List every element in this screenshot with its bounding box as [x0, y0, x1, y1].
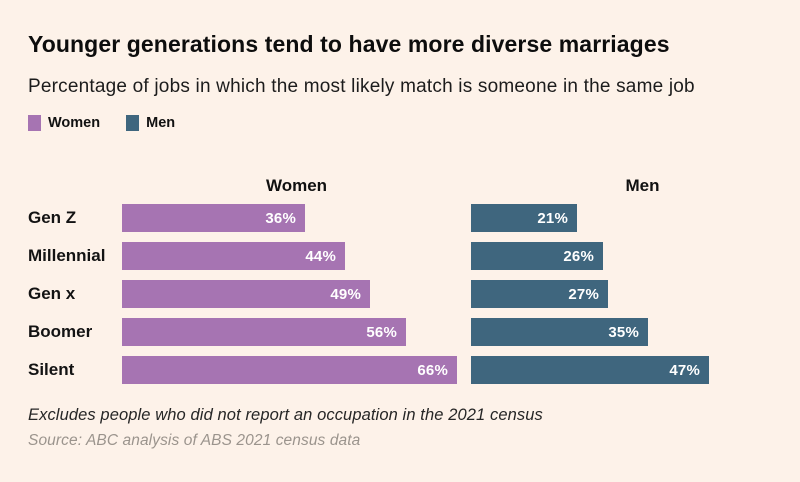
men-bar-track: 35%: [471, 318, 772, 346]
legend-item-men: Men: [126, 115, 175, 131]
men-legend-swatch: [126, 115, 140, 131]
women-bar-track: 56%: [122, 318, 471, 346]
column-headers: Women Men: [28, 176, 772, 196]
column-header-spacer: [28, 176, 122, 196]
men-legend-label: Men: [146, 115, 176, 131]
men-column-header: Men: [625, 176, 660, 195]
chart-row: Millennial 44% 26%: [28, 242, 772, 270]
women-column-header: Women: [265, 176, 328, 195]
women-bar: 49%: [122, 280, 370, 308]
bar-value-label: 36%: [265, 209, 296, 227]
legend: Women Men: [28, 115, 175, 131]
women-bar-track: 66%: [122, 356, 471, 384]
chart-row: Gen x 49% 27%: [28, 280, 772, 308]
category-label: Millennial: [28, 246, 106, 265]
women-legend-swatch: [28, 115, 41, 131]
chart-source: Source: ABC analysis of ABS 2021 census …: [28, 432, 361, 449]
legend-item-women: Women: [28, 115, 100, 131]
men-bar: 35%: [471, 318, 648, 346]
women-bar: 36%: [122, 204, 305, 232]
women-bar: 56%: [122, 318, 406, 346]
bar-value-label: 21%: [537, 209, 568, 227]
bar-value-label: 26%: [563, 247, 594, 265]
men-bar: 27%: [471, 280, 608, 308]
men-bar: 21%: [471, 204, 577, 232]
category-label: Silent: [28, 360, 75, 379]
bar-rows: Gen Z 36% 21% Millennial 44% 26% Gen x 49% 27% Bo…: [28, 204, 772, 384]
chart-row: Boomer 56% 35%: [28, 318, 772, 346]
men-bar-track: 21%: [471, 204, 772, 232]
chart-subtitle: Percentage of jobs in which the most lik…: [28, 76, 695, 97]
bar-value-label: 56%: [366, 323, 397, 341]
bar-value-label: 35%: [608, 323, 639, 341]
women-bar-track: 49%: [122, 280, 471, 308]
bar-value-label: 44%: [305, 247, 336, 265]
chart-row: Gen Z 36% 21%: [28, 204, 772, 232]
category-label: Gen Z: [28, 208, 77, 227]
women-bar: 44%: [122, 242, 345, 270]
category-label: Gen x: [28, 284, 76, 303]
men-bar-track: 47%: [471, 356, 772, 384]
women-bar-track: 36%: [122, 204, 471, 232]
women-legend-label: Women: [48, 115, 101, 131]
chart-title: Younger generations tend to have more di…: [28, 31, 670, 57]
chart-footnote: Excludes people who did not report an oc…: [28, 406, 543, 424]
men-bar: 26%: [471, 242, 603, 270]
women-bar-track: 44%: [122, 242, 471, 270]
men-bar-track: 26%: [471, 242, 772, 270]
bar-value-label: 47%: [669, 361, 700, 379]
bar-value-label: 49%: [330, 285, 361, 303]
chart-row: Silent 66% 47%: [28, 356, 772, 384]
women-bar: 66%: [122, 356, 457, 384]
category-label: Boomer: [28, 322, 93, 341]
bar-value-label: 66%: [417, 361, 448, 379]
bar-value-label: 27%: [568, 285, 599, 303]
men-bar-track: 27%: [471, 280, 772, 308]
men-bar: 47%: [471, 356, 709, 384]
